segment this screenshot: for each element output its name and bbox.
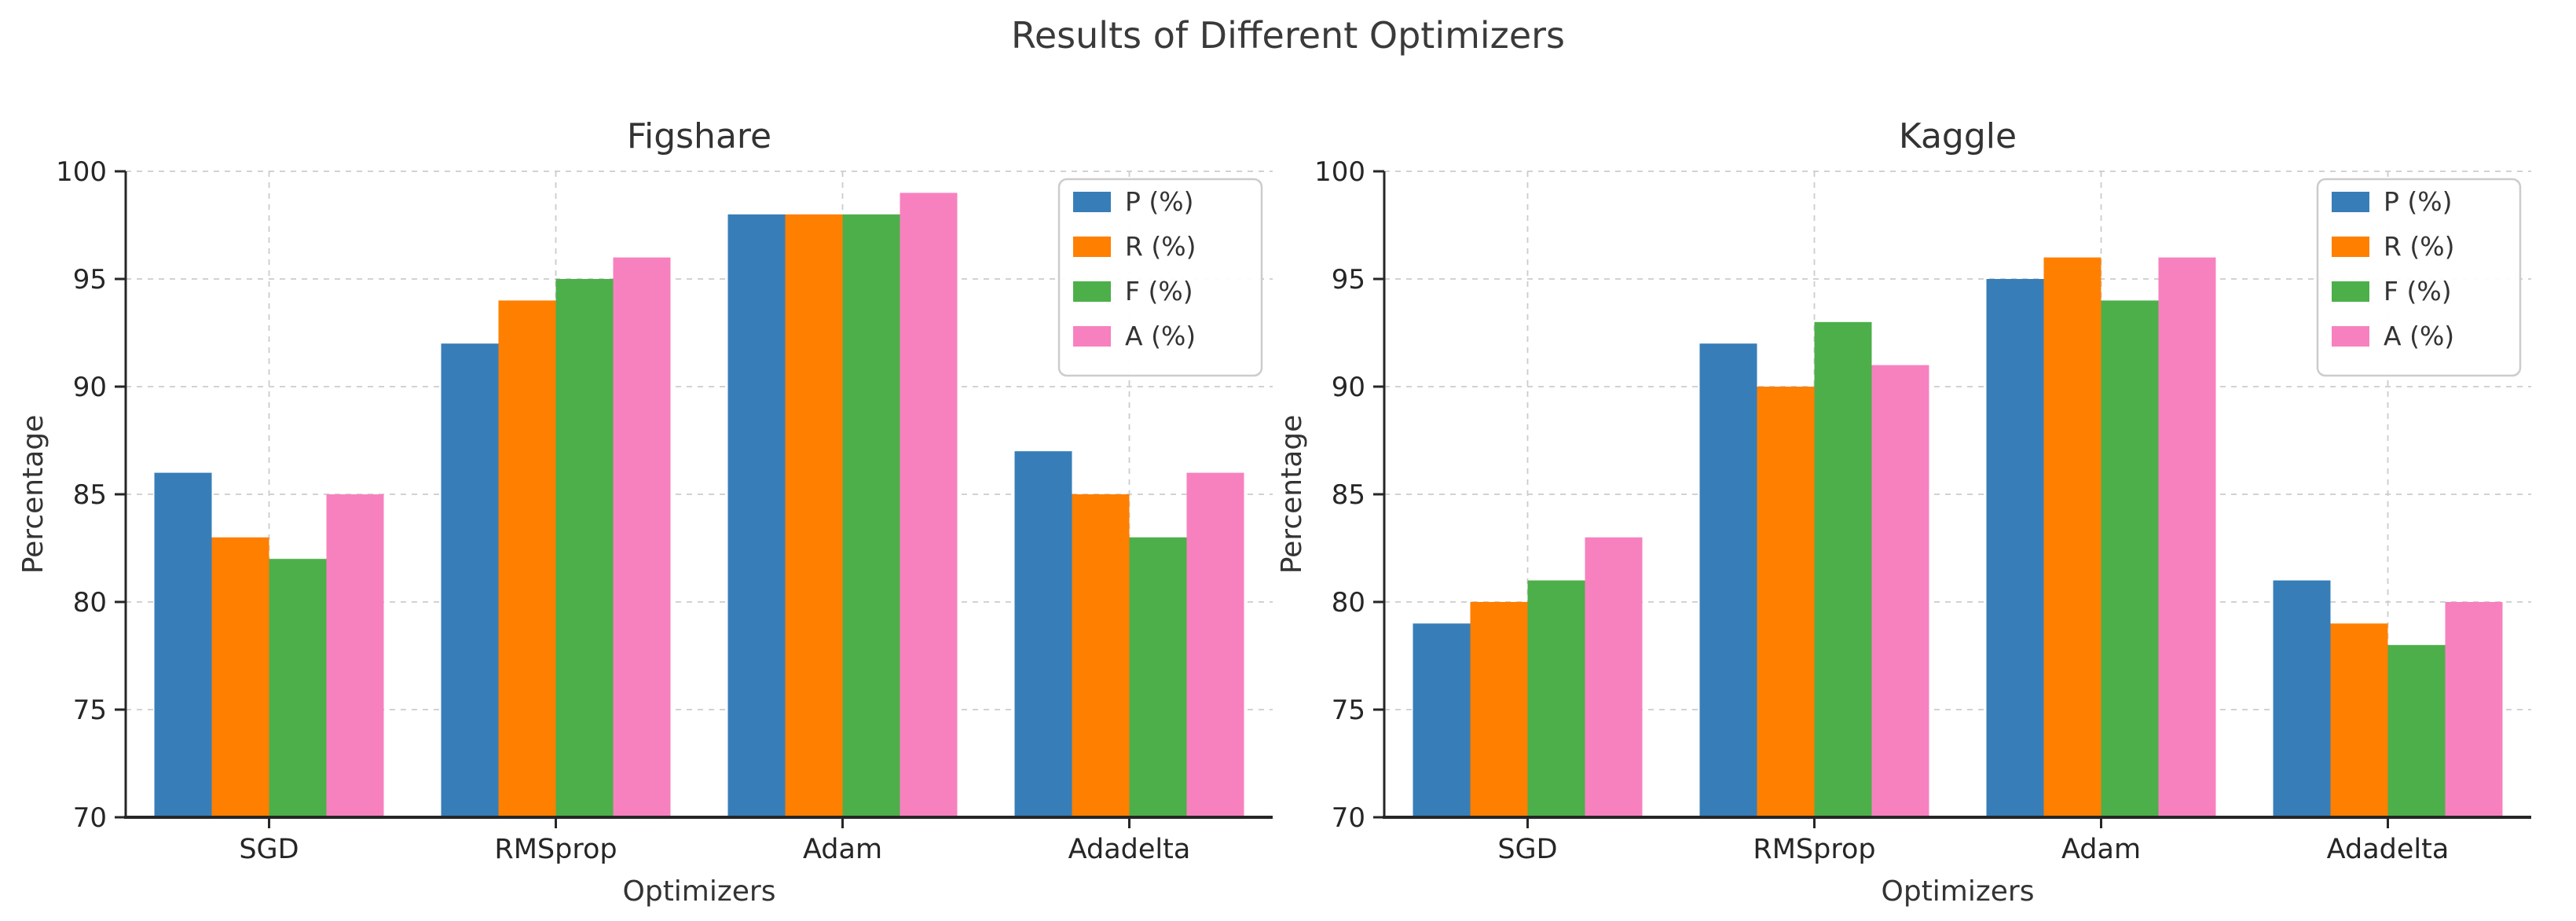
legend-label: F (%) (2384, 276, 2452, 306)
bar-A-Adadelta (1186, 472, 1244, 817)
bar-P-SGD (1413, 623, 1471, 817)
y-tick-label: 95 (73, 264, 107, 295)
legend-label: P (%) (1125, 186, 1194, 217)
x-tick-label: RMSprop (494, 834, 617, 865)
bar-P-RMSprop (1699, 343, 1757, 817)
bar-A-Adam (900, 193, 958, 817)
legend-label: R (%) (2384, 231, 2455, 262)
y-tick-label: 85 (1332, 479, 1365, 511)
bar-F-Adadelta (2387, 644, 2446, 817)
bar-A-SGD (1585, 537, 1643, 817)
y-tick-label: 90 (1332, 372, 1365, 403)
bar-P-Adadelta (1014, 451, 1072, 817)
bar-A-RMSprop (1871, 365, 1929, 818)
bar-F-SGD (1527, 580, 1585, 817)
y-tick-label: 90 (73, 372, 107, 403)
legend-swatch (1073, 237, 1111, 257)
legend-swatch (2332, 281, 2369, 302)
legend-swatch (2332, 326, 2369, 347)
legend-label: A (%) (1125, 321, 1196, 351)
bar-A-SGD (326, 494, 384, 817)
legend-swatch (1073, 192, 1111, 212)
bar-R-SGD (1470, 602, 1528, 817)
bar-R-RMSprop (498, 300, 556, 817)
legend-swatch (2332, 237, 2369, 257)
bar-R-SGD (211, 537, 269, 817)
y-tick-label: 100 (1314, 156, 1365, 188)
y-tick-label: 70 (73, 802, 107, 834)
bar-P-RMSprop (441, 343, 499, 817)
legend-label: A (%) (2384, 321, 2454, 351)
bar-F-RMSprop (1814, 321, 1872, 817)
legend-swatch (1073, 281, 1111, 302)
subplot-title: Kaggle (1899, 116, 2017, 156)
bar-R-Adam (785, 214, 843, 817)
bar-P-SGD (154, 472, 212, 817)
y-tick-label: 75 (73, 695, 107, 726)
bar-F-Adam (2101, 300, 2159, 817)
legend-label: R (%) (1125, 231, 1196, 262)
bar-A-Adam (2158, 257, 2216, 818)
x-tick-label: Adam (2061, 834, 2141, 865)
bar-A-RMSprop (613, 257, 671, 818)
x-tick-label: SGD (1497, 834, 1557, 865)
y-tick-label: 80 (73, 587, 107, 618)
y-tick-label: 75 (1332, 695, 1365, 726)
legend-swatch (1073, 326, 1111, 347)
y-tick-label: 95 (1332, 264, 1365, 295)
y-axis-label: Percentage (1276, 415, 1308, 574)
bar-P-Adam (1986, 279, 2044, 817)
bar-R-Adam (2043, 257, 2101, 818)
y-tick-label: 100 (56, 156, 107, 188)
bar-A-Adadelta (2445, 602, 2503, 817)
bar-F-SGD (269, 559, 327, 817)
y-axis-label: Percentage (17, 415, 49, 574)
x-tick-label: Adadelta (2327, 834, 2450, 865)
x-tick-label: SGD (239, 834, 299, 865)
bar-R-Adadelta (2330, 623, 2388, 817)
y-tick-label: 70 (1332, 802, 1365, 834)
bar-F-RMSprop (555, 279, 614, 817)
y-tick-label: 80 (1332, 587, 1365, 618)
x-tick-label: Adadelta (1068, 834, 1191, 865)
bar-F-Adadelta (1129, 537, 1187, 817)
y-tick-label: 85 (73, 479, 107, 511)
bar-R-Adadelta (1072, 494, 1130, 817)
legend-swatch (2332, 192, 2369, 212)
subplot-title: Figshare (627, 116, 771, 156)
x-axis-label: Optimizers (1882, 875, 2035, 908)
legend-label: P (%) (2384, 186, 2453, 217)
bar-P-Adam (727, 214, 786, 817)
x-tick-label: RMSprop (1753, 834, 1875, 865)
bar-R-RMSprop (1757, 387, 1815, 817)
legend-label: F (%) (1125, 276, 1193, 306)
x-axis-label: Optimizers (623, 875, 776, 908)
x-tick-label: Adam (803, 834, 882, 865)
bar-P-Adadelta (2273, 580, 2331, 817)
figure-title: Results of Different Optimizers (1010, 14, 1566, 57)
bar-F-Adam (842, 214, 900, 817)
